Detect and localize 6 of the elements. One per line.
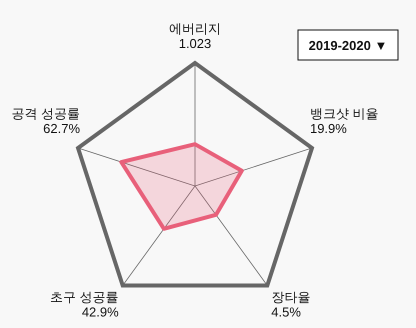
spoke-label: 초구 성공률 42.9%: [50, 290, 120, 320]
spoke-label: 공격 성공률 62.7%: [11, 106, 80, 136]
spoke-label: 에버리지 1.023: [169, 21, 221, 51]
spoke-label: 장타율 4.5%: [271, 290, 310, 320]
spoke-label: 뱅크샷 비율 19.9%: [310, 106, 379, 136]
dropdown: 2019-2020 ▼: [298, 30, 398, 60]
